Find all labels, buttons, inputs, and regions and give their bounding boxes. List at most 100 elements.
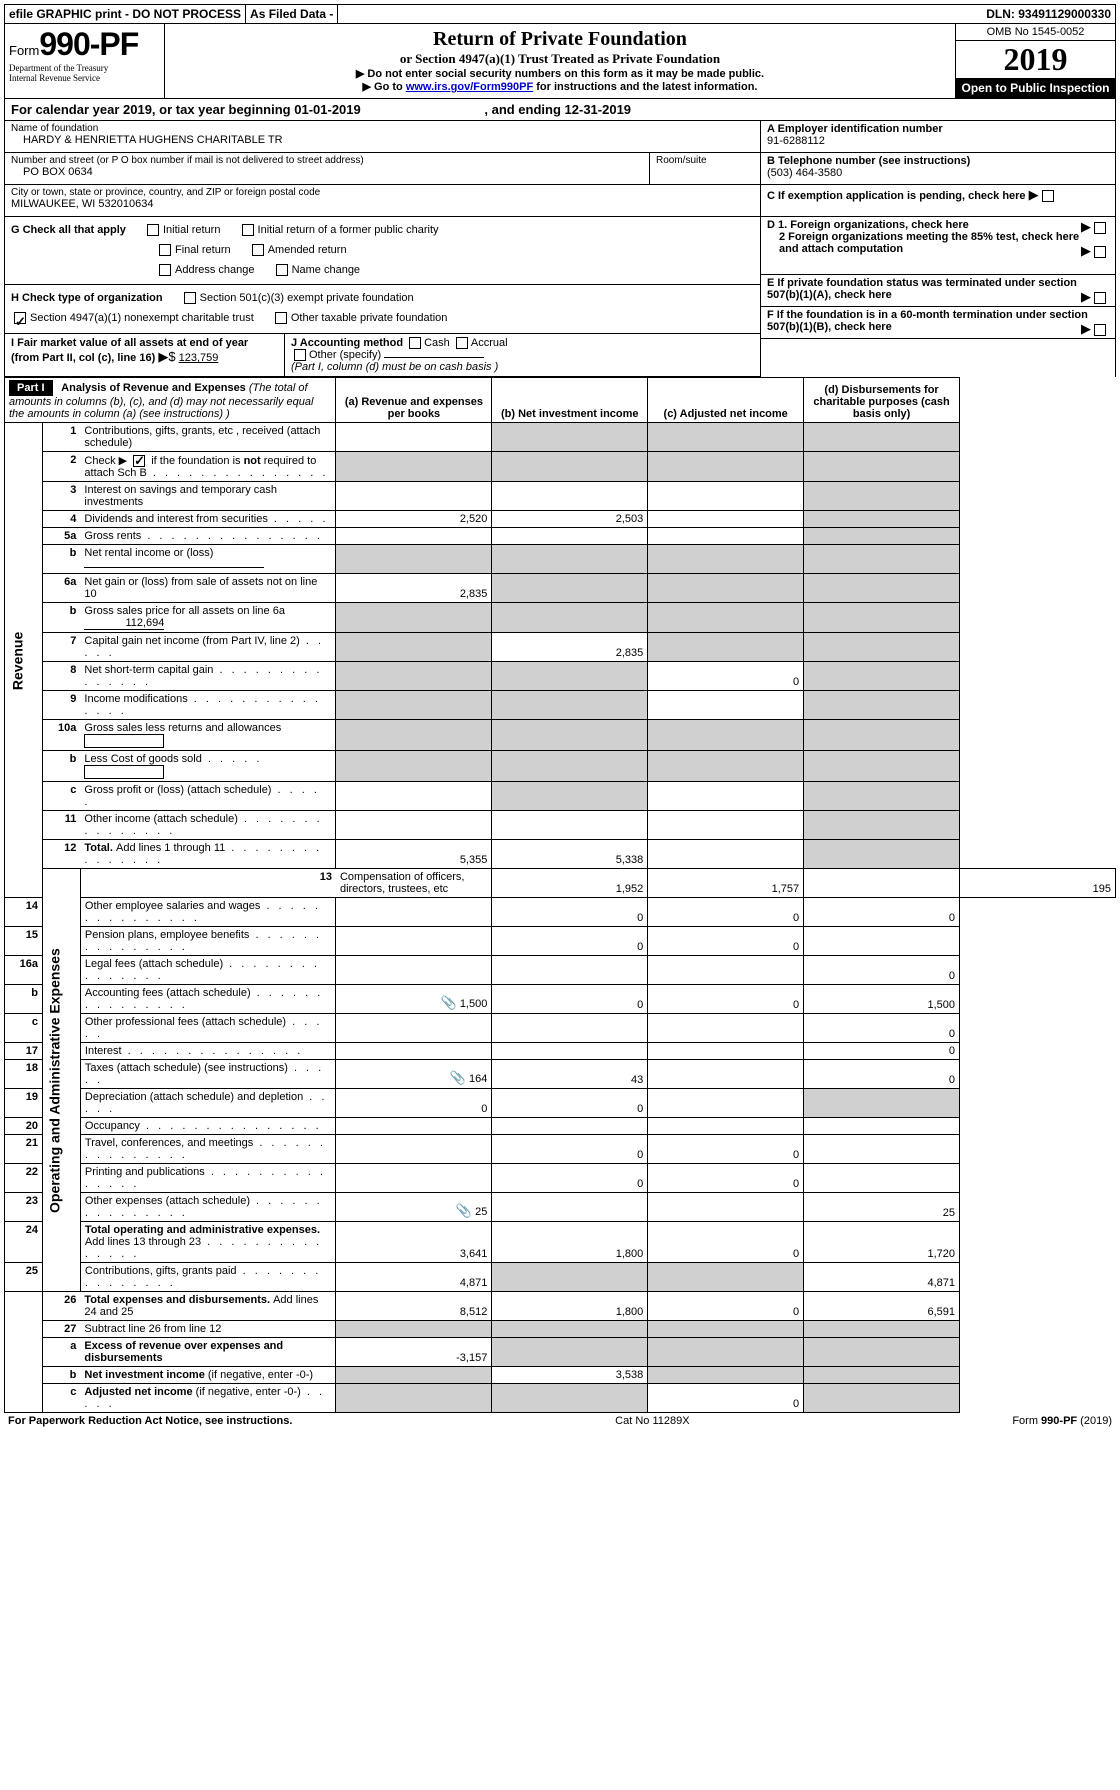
- form-subtitle: or Section 4947(a)(1) Trust Treated as P…: [169, 51, 951, 67]
- row-2: Check ▶ if the foundation is not require…: [80, 452, 336, 482]
- opt-4947a1: Section 4947(a)(1) nonexempt charitable …: [30, 312, 254, 324]
- g-label: G Check all that apply: [11, 224, 126, 236]
- opt-addr: Address change: [175, 264, 255, 276]
- opt-other-taxable: Other taxable private foundation: [291, 312, 448, 324]
- row-16b: Accounting fees (attach schedule): [80, 985, 336, 1014]
- row-21: Travel, conferences, and meetings: [80, 1135, 336, 1164]
- row-13: Compensation of officers, directors, tru…: [336, 869, 492, 898]
- open-inspection: Open to Public Inspection: [956, 78, 1115, 98]
- row-8: Net short-term capital gain: [80, 662, 336, 691]
- section-e: E If private foundation status was termi…: [761, 275, 1115, 307]
- instruction-2: ▶ Go to www.irs.gov/Form990PF for instru…: [169, 80, 951, 93]
- chk-f[interactable]: [1094, 324, 1106, 336]
- chk-d2[interactable]: [1094, 246, 1106, 258]
- expenses-label: Operating and Administrative Expenses: [42, 869, 80, 1292]
- opt-cash: Cash: [424, 337, 450, 349]
- calyear-end: 12-31-2019: [565, 102, 632, 117]
- phone-cell: B Telephone number (see instructions) (5…: [761, 153, 1115, 185]
- chk-accrual[interactable]: [456, 337, 468, 349]
- row-4: Dividends and interest from securities: [80, 511, 336, 528]
- chk-d1[interactable]: [1094, 222, 1106, 234]
- opt-accrual: Accrual: [471, 337, 508, 349]
- phone-label: B Telephone number (see instructions): [767, 155, 1109, 167]
- dln: DLN: 93491129000330: [982, 5, 1115, 23]
- form-number: 990-PF: [39, 26, 138, 62]
- section-c: C If exemption application is pending, c…: [761, 185, 1115, 217]
- chk-c[interactable]: [1042, 190, 1054, 202]
- chk-other-method[interactable]: [294, 349, 306, 361]
- chk-final[interactable]: [159, 244, 171, 256]
- row-5b: Net rental income or (loss): [80, 545, 336, 574]
- chk-amended[interactable]: [252, 244, 264, 256]
- row-20: Occupancy: [80, 1118, 336, 1135]
- row-18: Taxes (attach schedule) (see instruction…: [80, 1060, 336, 1089]
- dept-irs: Internal Revenue Service: [9, 73, 160, 83]
- row-10a: Gross sales less returns and allowances: [80, 720, 336, 751]
- chk-e[interactable]: [1094, 292, 1106, 304]
- attach-icon[interactable]: 📎: [441, 995, 457, 1010]
- chk-name-change[interactable]: [276, 264, 288, 276]
- chk-other-taxable[interactable]: [275, 312, 287, 324]
- opt-final: Final return: [175, 244, 231, 256]
- city-value: MILWAUKEE, WI 532010634: [11, 198, 754, 210]
- form-title: Return of Private Foundation: [169, 28, 951, 51]
- row-10b: Less Cost of goods sold: [80, 751, 336, 782]
- row-6b: Gross sales price for all assets on line…: [80, 603, 336, 633]
- row-27a: Excess of revenue over expenses and disb…: [80, 1338, 336, 1367]
- dln-value: 93491129000330: [1018, 7, 1111, 21]
- omb-number: OMB No 1545-0052: [956, 24, 1115, 41]
- footer-right: Form 990-PF (2019): [1012, 1415, 1112, 1427]
- opt-other-method: Other (specify): [309, 349, 381, 361]
- part1-title: Analysis of Revenue and Expenses: [61, 382, 246, 394]
- opt-name: Name change: [292, 264, 361, 276]
- row-27: Subtract line 26 from line 12: [80, 1321, 336, 1338]
- row-16a: Legal fees (attach schedule): [80, 956, 336, 985]
- section-i: I Fair market value of all assets at end…: [5, 334, 285, 376]
- row-3: Interest on savings and temporary cash i…: [80, 482, 336, 511]
- addr-value: PO BOX 0634: [11, 166, 643, 178]
- row-7: Capital gain net income (from Part IV, l…: [80, 633, 336, 662]
- row-27c: Adjusted net income (if negative, enter …: [80, 1384, 336, 1413]
- chk-4947a1[interactable]: [14, 312, 26, 324]
- row-12: Total. Add lines 1 through 11: [80, 840, 336, 869]
- form-box: Form990-PF Department of the Treasury In…: [5, 24, 165, 98]
- chk-501c3[interactable]: [184, 292, 196, 304]
- form-word: Form: [9, 43, 39, 58]
- col-b-header: (b) Net investment income: [492, 378, 648, 423]
- row-22: Printing and publications: [80, 1164, 336, 1193]
- row-25: Contributions, gifts, grants paid: [80, 1263, 336, 1292]
- attach-icon[interactable]: 📎: [450, 1070, 466, 1085]
- fmv-value: 123,759: [179, 352, 219, 364]
- row-15: Pension plans, employee benefits: [80, 927, 336, 956]
- phone-value: (503) 464-3580: [767, 167, 1109, 179]
- i-arrow: ▶$: [158, 349, 175, 364]
- city-label: City or town, state or province, country…: [11, 187, 754, 198]
- top-bar: efile GRAPHIC print - DO NOT PROCESS As …: [4, 4, 1116, 24]
- year-box: OMB No 1545-0052 2019 Open to Public Ins…: [955, 24, 1115, 98]
- room-label: Room/suite: [656, 155, 754, 166]
- e-label: E If private foundation status was termi…: [767, 277, 1077, 301]
- irs-link[interactable]: www.irs.gov/Form990PF: [406, 81, 533, 93]
- chk-sch-b[interactable]: [133, 455, 145, 467]
- as-filed: As Filed Data -: [246, 5, 338, 23]
- attach-icon[interactable]: 📎: [456, 1203, 472, 1218]
- calyear-pre: For calendar year 2019, or tax year begi…: [11, 102, 294, 117]
- f-label: F If the foundation is in a 60-month ter…: [767, 309, 1088, 333]
- name-label: Name of foundation: [11, 123, 754, 134]
- chk-cash[interactable]: [409, 337, 421, 349]
- row-17: Interest: [80, 1043, 336, 1060]
- opt-501c3: Section 501(c)(3) exempt private foundat…: [200, 292, 414, 304]
- c-label: C If exemption application is pending, c…: [767, 190, 1026, 202]
- chk-addr-change[interactable]: [159, 264, 171, 276]
- row-26: Total expenses and disbursements. Add li…: [80, 1292, 336, 1321]
- row-14: Other employee salaries and wages: [80, 898, 336, 927]
- section-j: J Accounting method Cash Accrual Other (…: [285, 334, 760, 376]
- opt-amended: Amended return: [268, 244, 347, 256]
- row-24: Total operating and administrative expen…: [80, 1222, 336, 1263]
- addr-label: Number and street (or P O box number if …: [11, 155, 643, 166]
- chk-initial-return[interactable]: [147, 224, 159, 236]
- chk-initial-former[interactable]: [242, 224, 254, 236]
- opt-initial: Initial return: [163, 224, 220, 236]
- efile-notice: efile GRAPHIC print - DO NOT PROCESS: [5, 5, 246, 23]
- dln-label: DLN:: [986, 7, 1015, 21]
